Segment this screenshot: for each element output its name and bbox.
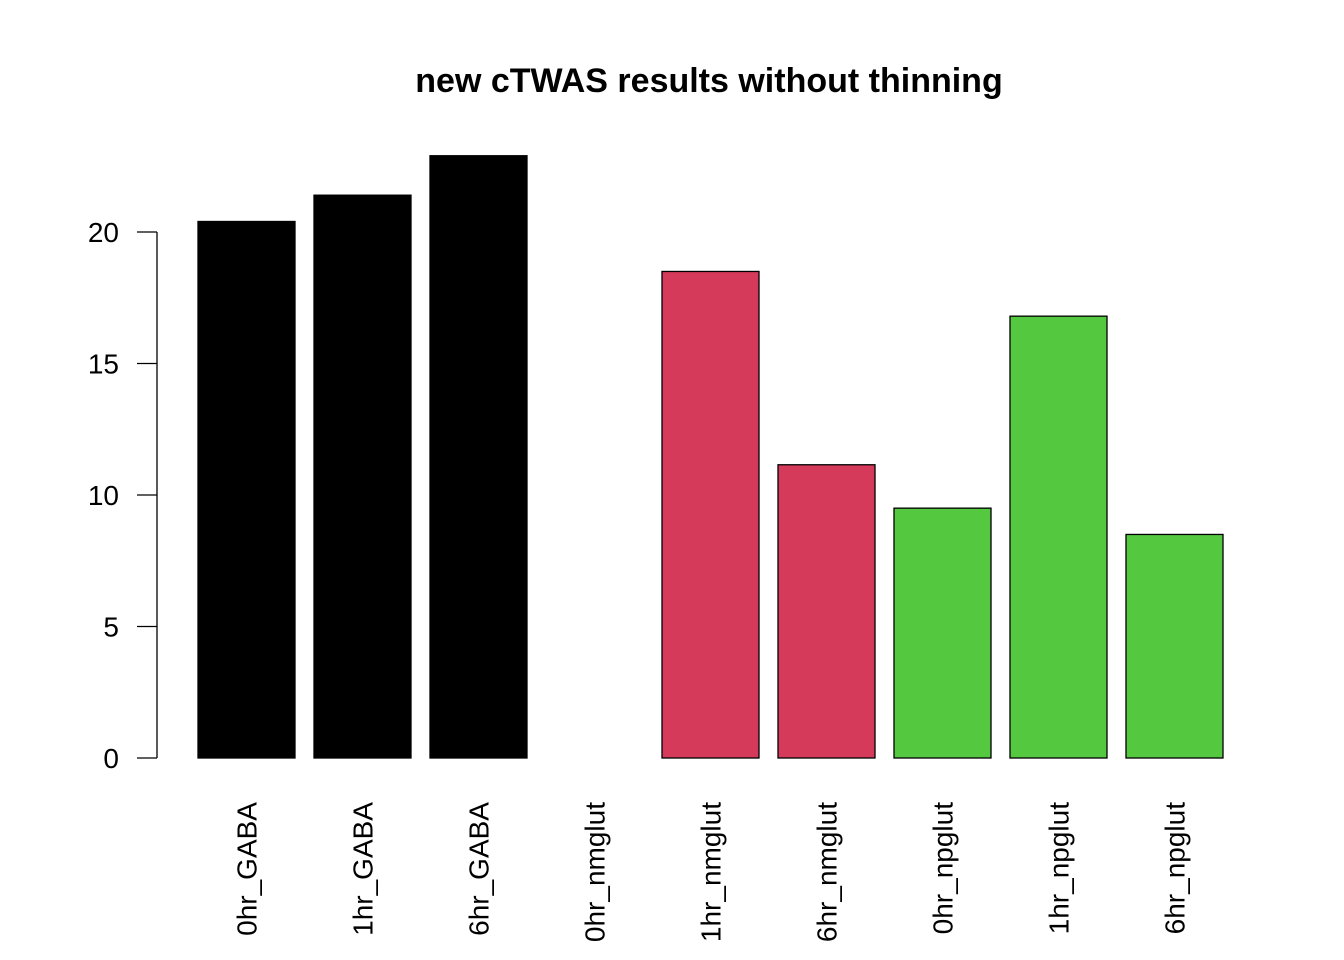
x-tick-label: 6hr_nmglut bbox=[812, 802, 843, 942]
bar-0hr_GABA bbox=[197, 220, 296, 759]
x-tick-label: 0hr_GABA bbox=[232, 802, 263, 936]
x-tick-label: 0hr_npglut bbox=[928, 802, 959, 935]
bar-0hr_npglut bbox=[893, 507, 992, 759]
chart-title: new cTWAS results without thinning bbox=[415, 62, 1002, 100]
y-tick-label: 20 bbox=[88, 217, 119, 248]
x-tick-label: 1hr_nmglut bbox=[696, 802, 727, 942]
y-tick-label: 10 bbox=[88, 480, 119, 511]
bar-6hr_GABA bbox=[429, 155, 528, 759]
x-tick-label: 6hr_npglut bbox=[1160, 802, 1191, 935]
bar-1hr_GABA bbox=[313, 194, 412, 759]
bar-1hr_npglut bbox=[1009, 315, 1108, 759]
bar-1hr_nmglut bbox=[661, 270, 760, 759]
bars bbox=[197, 155, 1224, 759]
x-tick-label: 6hr_GABA bbox=[464, 802, 495, 936]
y-axis: 0 5 10 15 20 bbox=[88, 217, 158, 774]
x-tick-label: 1hr_GABA bbox=[348, 802, 379, 936]
x-axis-labels: 0hr_GABA 1hr_GABA 6hr_GABA 0hr_nmglut 1hr_nm… bbox=[232, 802, 1191, 942]
x-tick-label: 0hr_nmglut bbox=[580, 802, 611, 942]
x-tick-label: 1hr_npglut bbox=[1044, 802, 1075, 935]
y-tick-label: 15 bbox=[88, 349, 119, 380]
y-tick-label: 0 bbox=[103, 743, 119, 774]
bar-6hr_npglut bbox=[1125, 533, 1224, 759]
bar-6hr_nmglut bbox=[777, 464, 876, 759]
y-tick-label: 5 bbox=[103, 612, 119, 643]
